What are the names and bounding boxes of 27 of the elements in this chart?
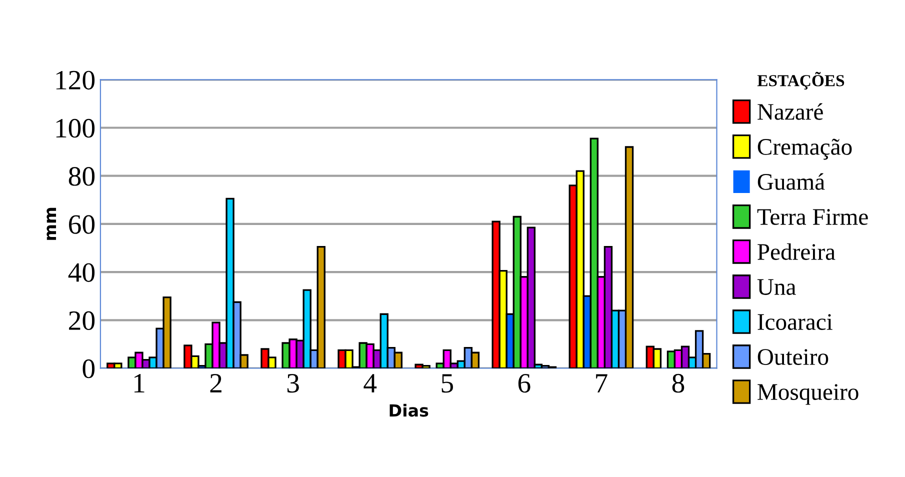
- legend-label: Guamá: [758, 173, 825, 190]
- x-tick-label: 7: [596, 374, 608, 392]
- legend-label: Pedreira: [758, 243, 836, 260]
- y-axis-title: mm: [46, 208, 56, 240]
- x-axis-title: Dias: [390, 404, 428, 417]
- y-tick-label: 20: [69, 311, 95, 330]
- x-tick-label: 6: [518, 374, 530, 393]
- legend-label: Outeiro: [758, 349, 828, 365]
- x-tick-label: 4: [364, 374, 377, 392]
- x-tick-label: 3: [287, 374, 299, 393]
- x-tick-label: 5: [442, 374, 453, 393]
- x-tick-label: 1: [134, 374, 144, 392]
- legend-label: Cremação: [758, 138, 852, 160]
- y-tick-label: 120: [56, 70, 95, 90]
- x-tick-label: 2: [210, 374, 222, 392]
- legend-label: Terra Firme: [757, 209, 868, 225]
- legend-label: Una: [757, 279, 796, 295]
- legend-label: Mosqueiro: [758, 384, 858, 405]
- y-tick-label: 100: [56, 118, 95, 138]
- legend-label: Icoaraci: [758, 314, 832, 330]
- y-tick-label: 40: [68, 263, 95, 282]
- y-tick-label: 60: [69, 215, 95, 234]
- legend-label: Nazaré: [758, 103, 823, 120]
- y-tick-label: 80: [68, 167, 95, 186]
- x-tick-label: 8: [672, 374, 684, 393]
- legend-title: ESTAÇÕES: [757, 72, 844, 90]
- y-tick-label: 0: [82, 359, 95, 378]
